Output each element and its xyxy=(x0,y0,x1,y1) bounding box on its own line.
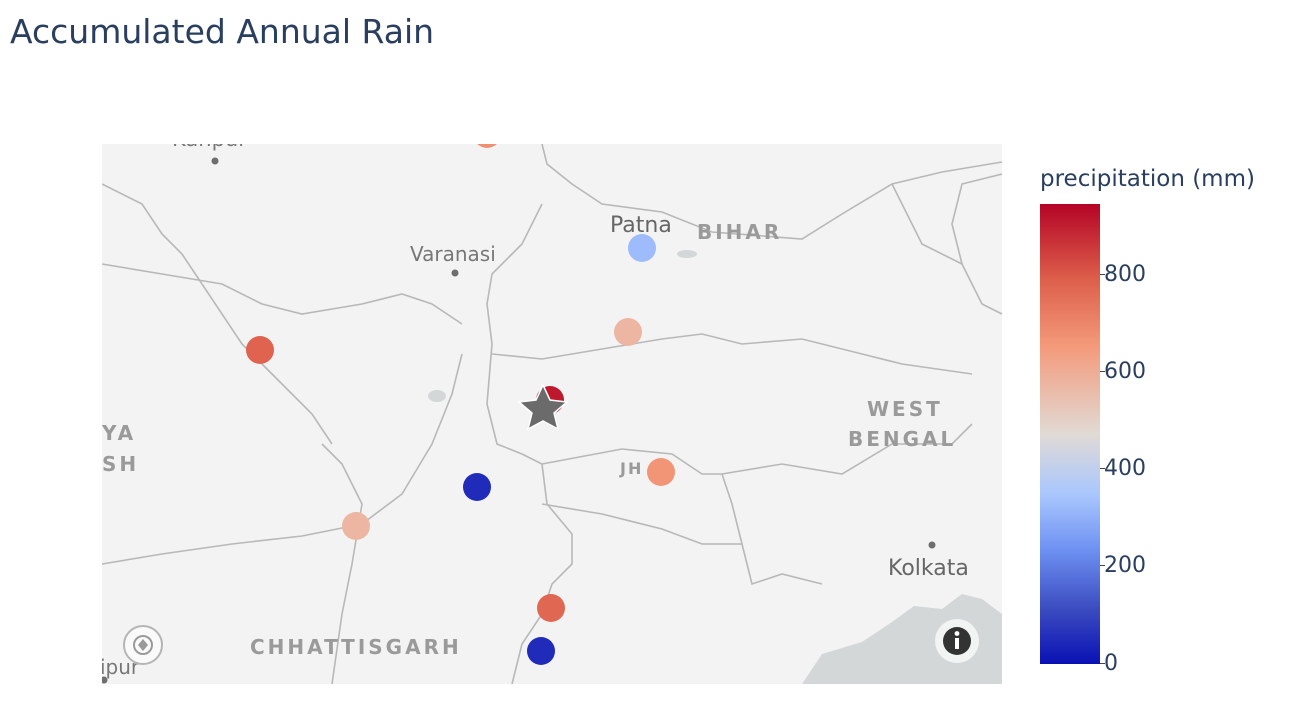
precip-point[interactable] xyxy=(342,512,370,540)
precip-point[interactable] xyxy=(628,234,656,262)
colorbar-tick: 200 xyxy=(1100,555,1146,577)
kanpur-dot xyxy=(211,157,219,165)
varanasi-dot xyxy=(451,269,459,277)
precip-point[interactable] xyxy=(246,336,274,364)
label-chhattisgarh: CHHATTISGARH xyxy=(250,635,462,659)
label-west: WEST xyxy=(867,397,943,421)
label-bengal: BENGAL xyxy=(848,427,956,451)
precip-point[interactable] xyxy=(463,473,491,501)
chart-title: Accumulated Annual Rain xyxy=(10,12,435,51)
lake-patch xyxy=(428,390,446,402)
label-bihar: BIHAR xyxy=(697,220,782,244)
info-icon[interactable] xyxy=(935,619,979,663)
colorbar xyxy=(1040,204,1100,664)
compass-glyph xyxy=(133,635,153,655)
colorbar-title: precipitation (mm) xyxy=(1040,166,1255,192)
map-area[interactable]: Kanpur Patna BIHAR Varanasi WEST BENGAL … xyxy=(102,144,1002,684)
info-glyph xyxy=(943,627,971,655)
precip-point[interactable] xyxy=(647,458,675,486)
star-icon xyxy=(517,383,569,431)
label-jh: JH xyxy=(619,459,643,478)
precip-point[interactable] xyxy=(527,637,555,665)
label-sh: SH xyxy=(102,452,139,476)
state-borders xyxy=(102,144,1002,684)
label-patna: Patna xyxy=(610,213,672,238)
colorbar-tick: 400 xyxy=(1100,458,1146,480)
kolkata-dot xyxy=(928,541,936,549)
precip-point[interactable] xyxy=(473,144,501,148)
raipur-dot xyxy=(102,676,108,684)
precip-point[interactable] xyxy=(614,318,642,346)
label-varanasi: Varanasi xyxy=(410,242,496,266)
compass-icon[interactable] xyxy=(123,625,163,665)
map-basemap: Kanpur Patna BIHAR Varanasi WEST BENGAL … xyxy=(102,144,1002,684)
precip-point[interactable] xyxy=(537,594,565,622)
colorbar-tick: 800 xyxy=(1100,264,1146,286)
label-ya: YA xyxy=(102,421,136,445)
label-kanpur: Kanpur xyxy=(172,144,247,151)
colorbar-tick: 600 xyxy=(1100,361,1146,383)
colorbar-tick: 0 xyxy=(1100,653,1118,675)
label-kolkata: Kolkata xyxy=(888,556,969,581)
river-patch xyxy=(677,250,697,258)
